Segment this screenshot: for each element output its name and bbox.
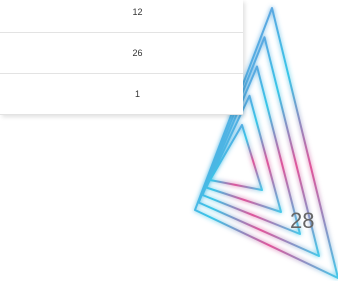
page-number: 28 <box>290 208 314 234</box>
cell: 12 <box>132 7 142 17</box>
table-row: 26 <box>0 33 243 74</box>
table-row: 12 <box>0 0 243 33</box>
table-row: 1 <box>0 74 243 115</box>
cell: 26 <box>132 48 142 58</box>
cell: 1 <box>135 89 140 99</box>
table: 12 26 1 <box>0 0 243 115</box>
page: {"table": {"rows": [["12"], ["26"], ["1"… <box>0 0 338 281</box>
